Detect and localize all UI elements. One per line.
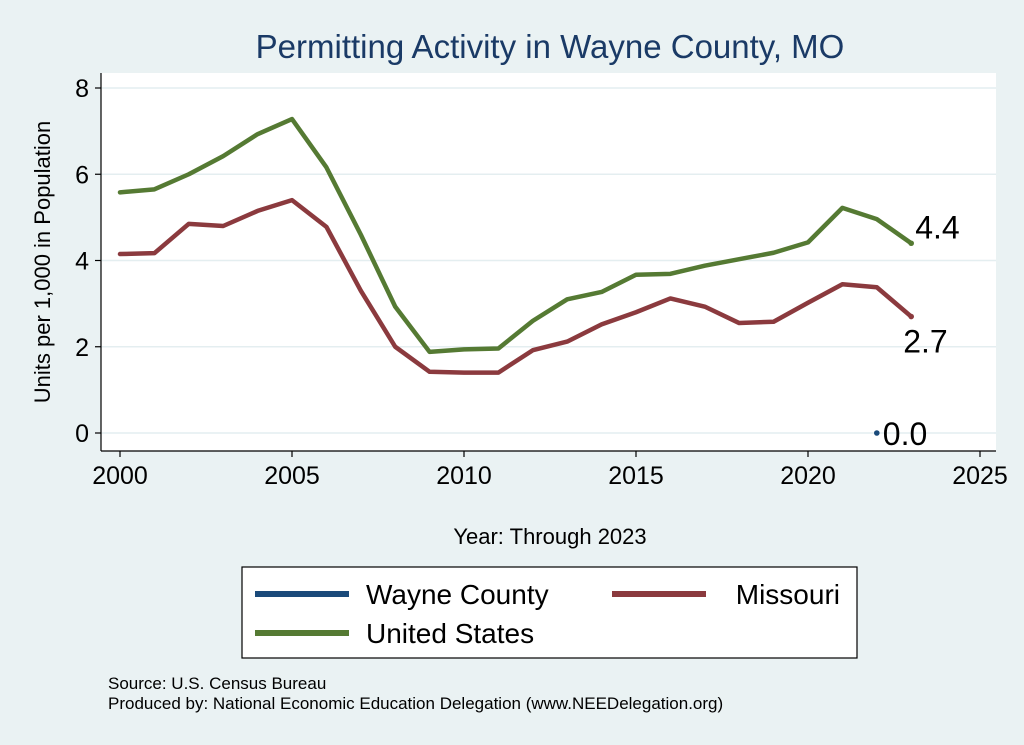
y-tick-label: 6	[75, 161, 89, 189]
source-note: Source: U.S. Census Bureau	[108, 674, 326, 693]
series-end-point-united-states	[908, 240, 914, 247]
end-labels: 0.0 2.7 4.4	[883, 209, 960, 452]
legend-label-wayne-county: Wayne County	[366, 579, 549, 610]
legend: Wayne County Missouri United States	[241, 566, 858, 659]
x-tick-label: 2025	[952, 462, 1008, 490]
y-tick-label: 8	[75, 75, 89, 103]
series-lines	[117, 116, 914, 436]
end-label-wayne-county: 0.0	[883, 416, 927, 452]
series-line-missouri	[117, 197, 914, 375]
plot-area	[101, 73, 996, 451]
legend-box	[241, 566, 858, 659]
end-label-missouri: 2.7	[903, 324, 947, 360]
series-end-point-missouri	[908, 313, 914, 320]
legend-label-united-states: United States	[366, 618, 534, 649]
y-tick-label: 0	[75, 420, 89, 448]
y-axis-title: Units per 1,000 in Population	[30, 121, 55, 404]
x-tick-label: 2015	[608, 462, 664, 490]
legend-label-missouri: Missouri	[736, 579, 840, 610]
y-tick-label: 2	[75, 334, 89, 362]
x-axis-title: Year: Through 2023	[453, 524, 646, 549]
x-tick-label: 2000	[92, 462, 148, 490]
series-line-united-states	[117, 116, 914, 355]
series-end-point-wayne-county	[874, 430, 880, 436]
x-tick-label: 2010	[436, 462, 492, 490]
x-tick-label: 2020	[780, 462, 836, 490]
grid-lines	[101, 87, 996, 434]
chart-title: Permitting Activity in Wayne County, MO	[256, 28, 845, 65]
axes: 0 2 4 6 8 2000 2005 2010 2015 2020 2025	[75, 73, 1008, 490]
y-tick-label: 4	[75, 248, 89, 276]
end-label-united-states: 4.4	[915, 209, 959, 245]
x-tick-label: 2005	[264, 462, 320, 490]
producer-note: Produced by: National Economic Education…	[108, 694, 723, 713]
